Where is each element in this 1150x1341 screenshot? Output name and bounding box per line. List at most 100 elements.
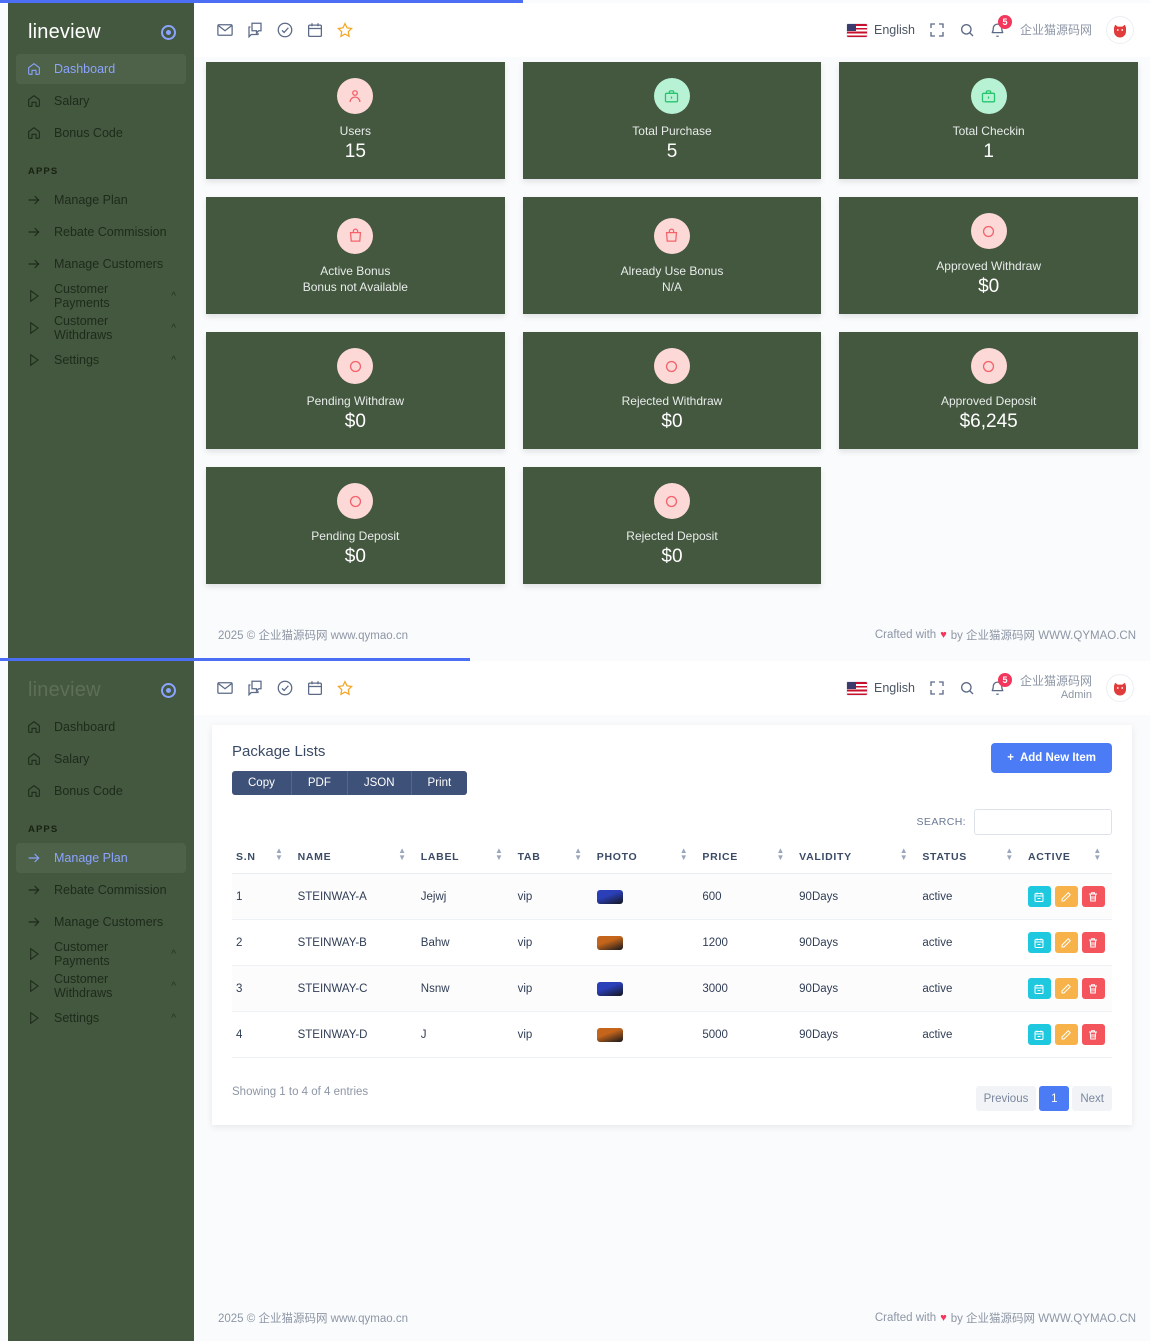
delete-button[interactable] (1081, 886, 1105, 907)
sidebar-item-manage-customers[interactable]: Manage Customers (16, 249, 186, 279)
package-thumbnail[interactable] (596, 889, 623, 904)
stat-card[interactable]: Users 15 (206, 62, 505, 179)
sidebar-item-customer-payments[interactable]: Customer Payments ^ (16, 939, 186, 969)
plans-main: Package Lists Copy PDF JSON Print + Add New… (194, 715, 1150, 1341)
sidebar-item-salary[interactable]: Salary (16, 86, 186, 116)
sidebar-item-customer-withdraws[interactable]: Customer Withdraws ^ (16, 313, 186, 343)
fullscreen-button[interactable] (929, 680, 945, 696)
check-circle-icon[interactable] (276, 21, 294, 39)
package-thumbnail[interactable] (596, 1027, 623, 1042)
edit-button[interactable] (1054, 886, 1078, 907)
stat-card[interactable]: Active Bonus Bonus not Available (206, 197, 505, 314)
stat-card[interactable]: Approved Deposit $6,245 (839, 332, 1138, 449)
user-info[interactable]: 企业猫源码网 Admin (1020, 674, 1092, 703)
brand[interactable]: lineview (8, 675, 194, 712)
delete-button[interactable] (1081, 1024, 1105, 1045)
stat-card[interactable]: Rejected Withdraw $0 (522, 332, 822, 449)
sidebar-item-salary[interactable]: Salary (16, 744, 186, 774)
pagination-previous-button[interactable]: Previous (975, 1086, 1037, 1111)
user-info[interactable]: 企业猫源码网 (1020, 23, 1092, 38)
package-thumbnail[interactable] (596, 935, 623, 950)
export-pdf-button[interactable]: PDF (291, 771, 348, 795)
edit-button[interactable] (1054, 978, 1078, 999)
star-icon[interactable] (336, 21, 354, 39)
check-circle-icon[interactable] (276, 679, 294, 697)
column-header-label: VALIDITY (799, 851, 852, 863)
chat-icon[interactable] (246, 21, 264, 39)
edit-button[interactable] (1054, 1024, 1078, 1045)
sidebar-item-dashboard[interactable]: Dashboard (16, 54, 186, 84)
search-button[interactable] (959, 22, 975, 38)
sidebar-item-dashboard[interactable]: Dashboard (16, 712, 186, 742)
stat-card[interactable]: Pending Withdraw $0 (206, 332, 505, 449)
fullscreen-button[interactable] (929, 22, 945, 38)
arrow-right-icon (28, 853, 40, 863)
cat-avatar-icon (1114, 24, 1126, 38)
sidebar-item-label: Manage Plan (54, 851, 128, 865)
sidebar-item-manage-customers[interactable]: Manage Customers (16, 907, 186, 937)
sidebar-item-bonus-code[interactable]: Bonus Code (16, 776, 186, 806)
column-header-status[interactable]: STATUS ▲ ▼ (918, 845, 1024, 874)
pagination-next-button[interactable]: Next (1072, 1086, 1112, 1111)
column-header-price[interactable]: PRICE ▲ ▼ (698, 845, 796, 874)
circle-icon (337, 483, 374, 519)
cell-name: STEINWAY-B (293, 919, 417, 966)
notifications-button[interactable]: 5 (989, 14, 1012, 39)
stat-card[interactable]: Already Use Bonus N/A (522, 197, 822, 314)
stat-card[interactable]: Total Checkin 1 (839, 62, 1138, 179)
view-calendar-button[interactable] (1027, 932, 1051, 953)
stat-card[interactable]: Approved Withdraw $0 (839, 197, 1138, 314)
column-header-label: ACTIVE (1027, 851, 1071, 863)
sidebar-item-manage-plan[interactable]: Manage Plan (16, 185, 186, 215)
calendar-icon[interactable] (306, 679, 324, 697)
column-header-s-n[interactable]: S.N ▲ ▼ (232, 845, 294, 874)
search-input[interactable] (974, 809, 1112, 835)
stat-card[interactable]: Rejected Deposit $0 (522, 467, 822, 584)
edit-button[interactable] (1054, 932, 1078, 953)
sidebar-item-manage-plan[interactable]: Manage Plan (16, 843, 186, 873)
stat-card-title: Total Checkin (952, 124, 1025, 138)
package-thumbnail[interactable] (596, 981, 623, 996)
column-header-label[interactable]: LABEL ▲ ▼ (416, 845, 514, 874)
column-header-photo[interactable]: PHOTO ▲ ▼ (592, 845, 699, 874)
view-calendar-button[interactable] (1027, 886, 1051, 907)
user-icon (337, 78, 374, 114)
brand[interactable]: lineview (8, 17, 194, 54)
language-selector[interactable]: English (846, 23, 915, 37)
column-header-tab[interactable]: TAB ▲ ▼ (513, 845, 593, 874)
header-right-cluster: English 5 企业猫源码网 (846, 14, 1134, 44)
stat-card[interactable]: Pending Deposit $0 (206, 467, 505, 584)
language-selector[interactable]: English (846, 681, 915, 695)
sidebar-item-customer-payments[interactable]: Customer Payments ^ (16, 281, 186, 311)
mail-icon[interactable] (216, 21, 234, 39)
add-new-item-button[interactable]: + Add New Item (991, 743, 1112, 773)
column-header-active[interactable]: ACTIVE ▲ ▼ (1023, 845, 1112, 874)
export-json-button[interactable]: JSON (347, 771, 412, 795)
sidebar-item-rebate-commission[interactable]: Rebate Commission (16, 875, 186, 905)
sidebar-item-settings[interactable]: Settings ^ (16, 1003, 186, 1033)
stat-card[interactable]: Total Purchase 5 (522, 62, 822, 179)
export-print-button[interactable]: Print (411, 771, 468, 795)
delete-button[interactable] (1081, 978, 1105, 999)
view-calendar-button[interactable] (1027, 1024, 1051, 1045)
sidebar-item-rebate-commission[interactable]: Rebate Commission (16, 217, 186, 247)
chat-icon[interactable] (246, 679, 264, 697)
star-icon[interactable] (336, 679, 354, 697)
sidebar-item-label: Bonus Code (54, 126, 123, 140)
column-header-name[interactable]: NAME ▲ ▼ (293, 845, 417, 874)
column-header-validity[interactable]: VALIDITY ▲ ▼ (795, 845, 919, 874)
footer-credit-suffix: by 企业猫源码网 WWW.QYMAO.CN (950, 630, 1136, 642)
delete-button[interactable] (1081, 932, 1105, 953)
export-copy-button[interactable]: Copy (232, 771, 292, 795)
view-calendar-button[interactable] (1027, 978, 1051, 999)
mail-icon[interactable] (216, 679, 234, 697)
sidebar-item-customer-withdraws[interactable]: Customer Withdraws ^ (16, 971, 186, 1001)
pagination-page-1[interactable]: 1 (1039, 1086, 1070, 1111)
avatar[interactable] (1106, 674, 1134, 702)
avatar[interactable] (1106, 16, 1134, 44)
calendar-icon[interactable] (306, 21, 324, 39)
search-button[interactable] (959, 680, 975, 696)
sidebar-item-settings[interactable]: Settings ^ (16, 345, 186, 375)
sidebar-item-bonus-code[interactable]: Bonus Code (16, 118, 186, 148)
notifications-button[interactable]: 5 (989, 672, 1012, 697)
